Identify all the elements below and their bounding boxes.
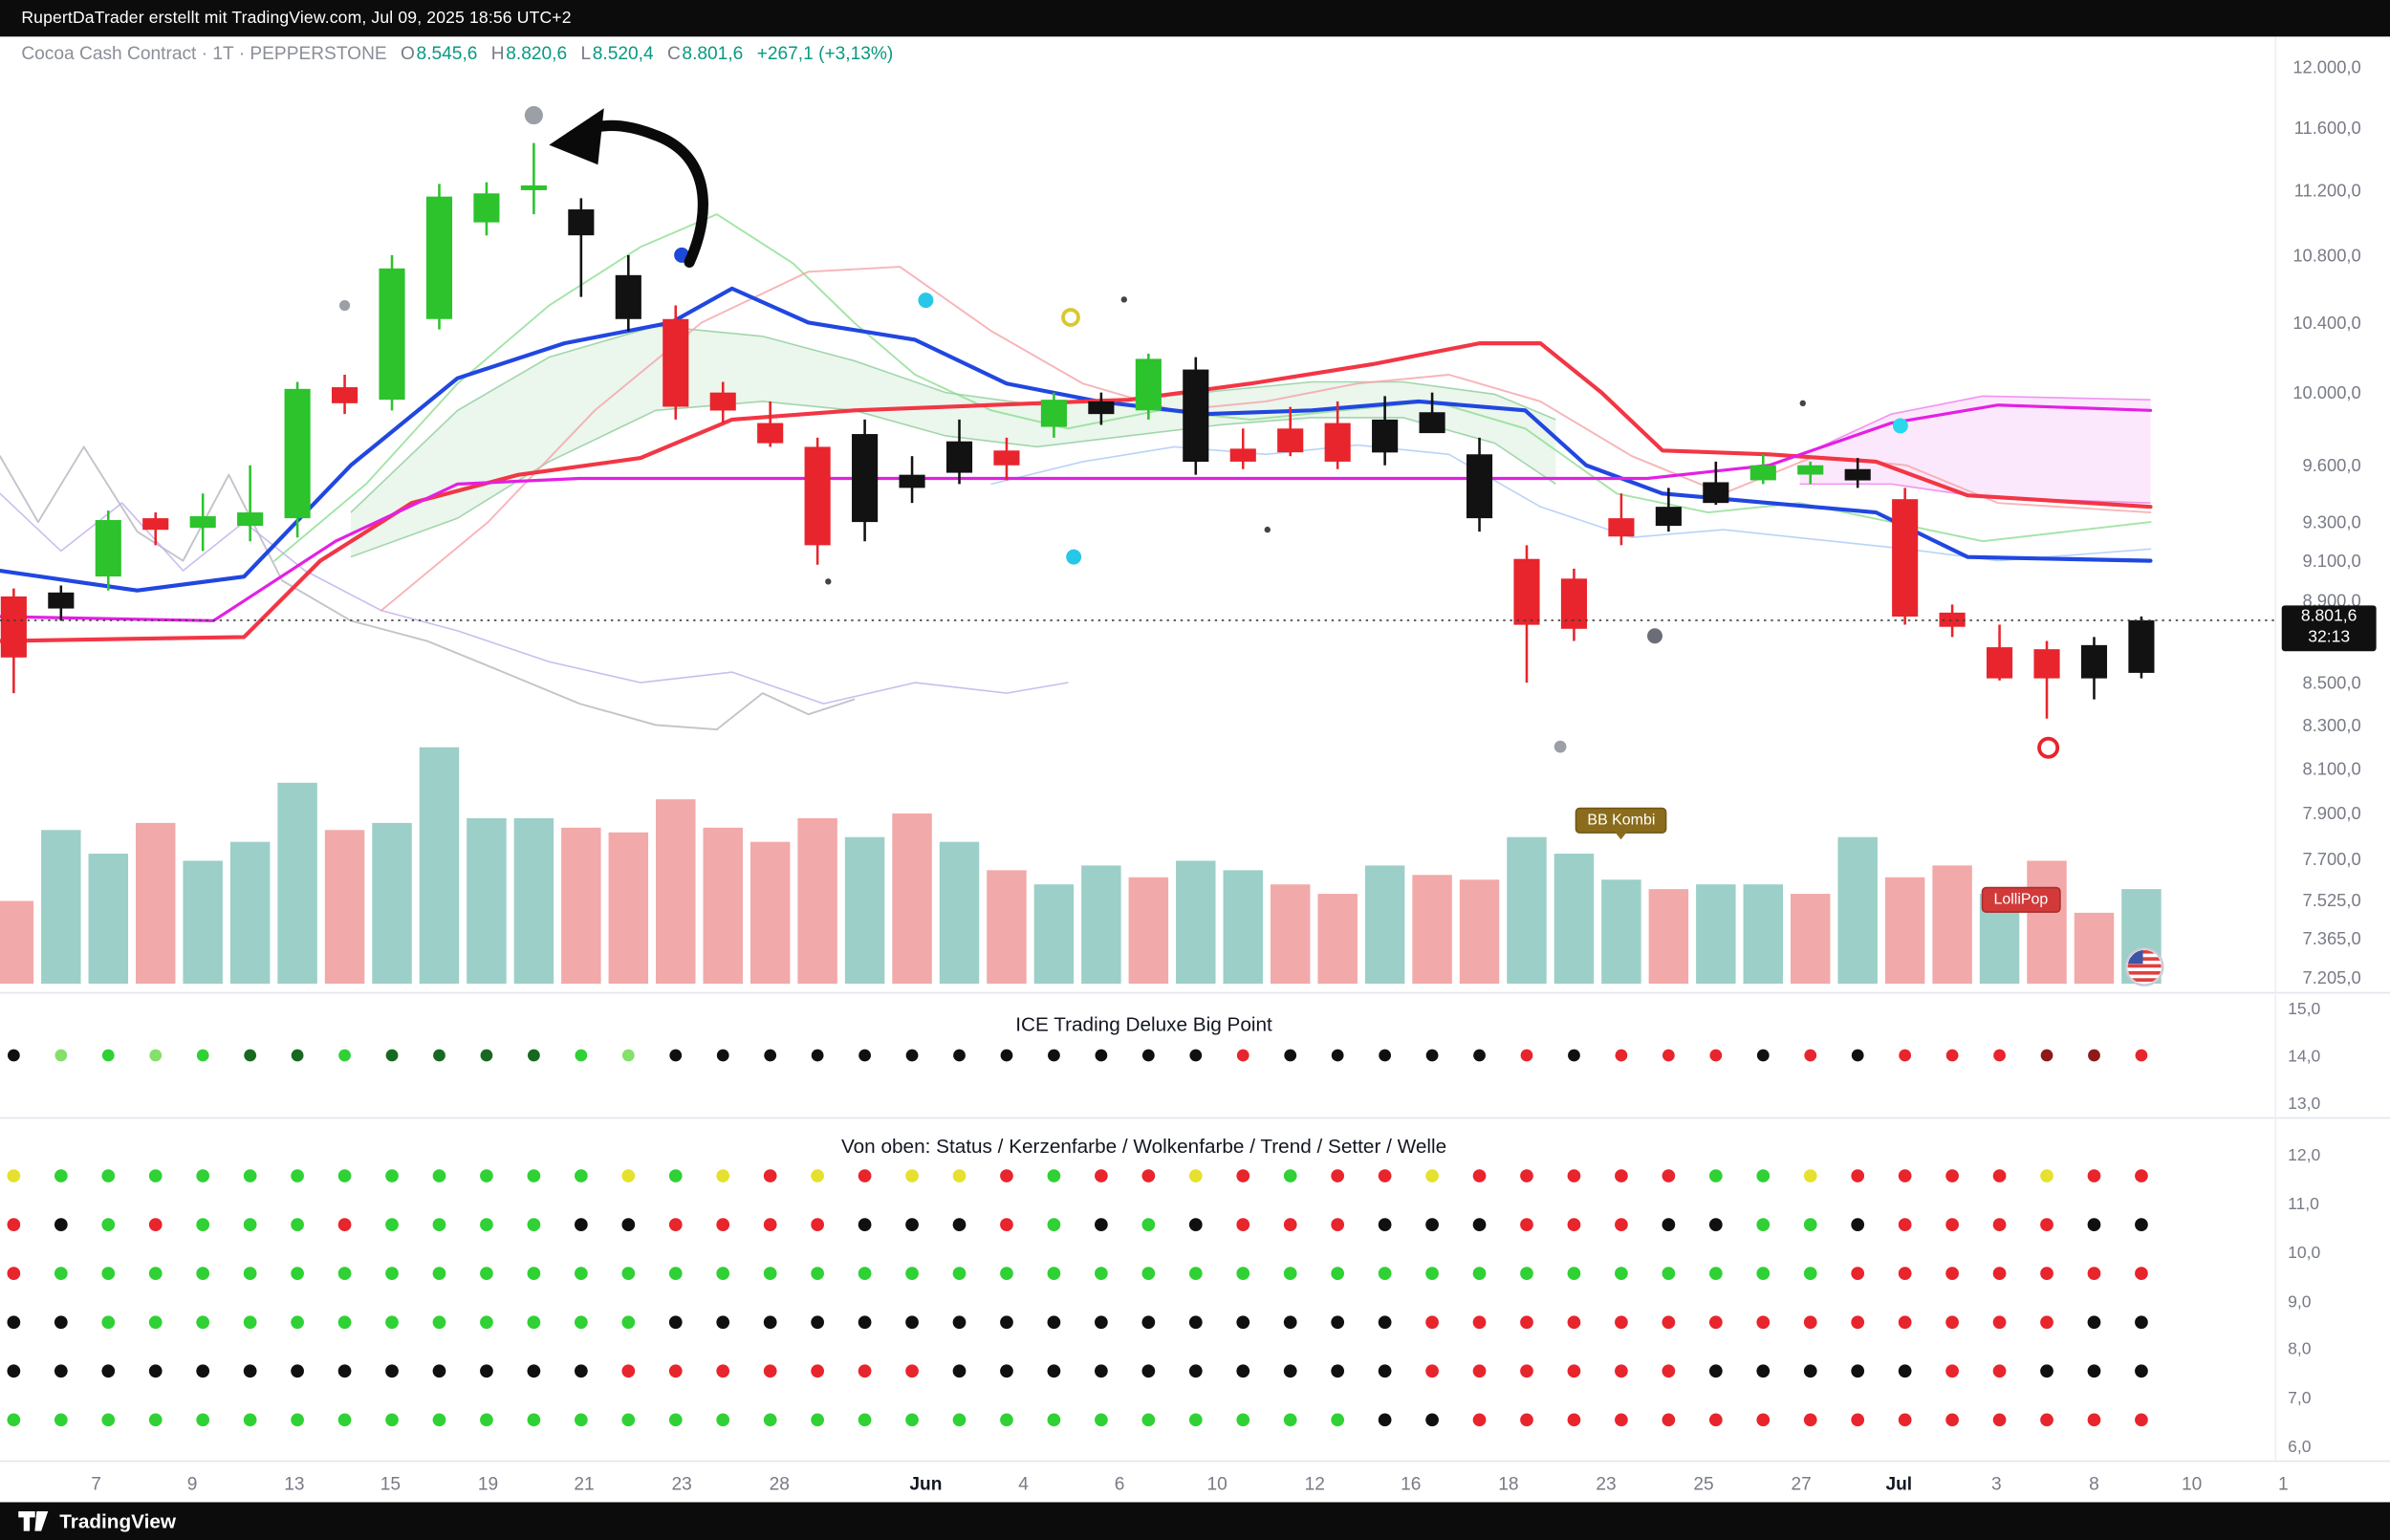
- svg-text:7: 7: [91, 1475, 101, 1495]
- signal-markers: [338, 106, 2164, 987]
- bar-countdown: 32:13: [2308, 628, 2351, 647]
- svg-text:25: 25: [1693, 1475, 1713, 1495]
- volume-bars: [0, 747, 2162, 985]
- svg-text:14,0: 14,0: [2288, 1046, 2320, 1065]
- svg-text:10.800,0: 10.800,0: [2292, 245, 2360, 265]
- svg-text:ICE Trading Deluxe Big Point: ICE Trading Deluxe Big Point: [1015, 1013, 1272, 1035]
- svg-text:11.600,0: 11.600,0: [2294, 118, 2361, 138]
- legend-open: O 8.545,6: [401, 42, 478, 65]
- svg-text:8,0: 8,0: [2288, 1339, 2312, 1358]
- svg-text:9.300,0: 9.300,0: [2303, 511, 2361, 531]
- indicator-panes: ICE Trading Deluxe Big Point Von oben: St…: [7, 1013, 2148, 1427]
- svg-text:13: 13: [284, 1475, 304, 1495]
- svg-text:19: 19: [478, 1475, 498, 1495]
- svg-text:7.900,0: 7.900,0: [2303, 803, 2361, 823]
- current-price-tag: 8.801,6 32:13: [2281, 605, 2377, 652]
- svg-text:16: 16: [1401, 1475, 1421, 1495]
- svg-text:9: 9: [187, 1475, 198, 1495]
- svg-text:12,0: 12,0: [2288, 1145, 2320, 1164]
- svg-text:8: 8: [2089, 1475, 2099, 1495]
- svg-text:7.525,0: 7.525,0: [2303, 890, 2361, 910]
- attribution-bar: RupertDaTrader erstellt mit TradingView.…: [0, 0, 2390, 37]
- pane-separators: [0, 36, 2390, 1463]
- svg-text:Jul: Jul: [1885, 1475, 1912, 1495]
- symbol-title[interactable]: Cocoa Cash Contract · 1T · PEPPERSTONE: [21, 42, 387, 65]
- svg-text:27: 27: [1792, 1475, 1812, 1495]
- lollipop-label[interactable]: LolliPop: [1981, 886, 2061, 913]
- footer-bar: TradingView: [0, 1502, 2390, 1540]
- attribution-text: RupertDaTrader erstellt mit TradingView.…: [21, 9, 572, 28]
- svg-text:13,0: 13,0: [2288, 1094, 2320, 1113]
- ma-lightgreen: [273, 213, 2152, 562]
- svg-text:8.900,0: 8.900,0: [2303, 591, 2361, 611]
- svg-text:11.200,0: 11.200,0: [2294, 180, 2361, 200]
- symbol-legend[interactable]: Cocoa Cash Contract · 1T · PEPPERSTONE O…: [21, 43, 893, 64]
- svg-text:18: 18: [1498, 1475, 1518, 1495]
- svg-text:8.500,0: 8.500,0: [2303, 672, 2361, 692]
- hand-drawn-arrow[interactable]: [549, 108, 708, 268]
- svg-text:6,0: 6,0: [2288, 1437, 2312, 1456]
- cloud-fills: [350, 325, 2151, 558]
- svg-text:10,0: 10,0: [2288, 1243, 2320, 1262]
- svg-text:9.600,0: 9.600,0: [2303, 455, 2361, 475]
- svg-text:3: 3: [1991, 1475, 2002, 1495]
- svg-text:10: 10: [2182, 1475, 2202, 1495]
- svg-text:12.000,0: 12.000,0: [2292, 57, 2360, 77]
- svg-text:21: 21: [574, 1475, 594, 1495]
- svg-text:1: 1: [2278, 1475, 2289, 1495]
- svg-text:15,0: 15,0: [2288, 999, 2320, 1018]
- svg-text:10.000,0: 10.000,0: [2292, 382, 2360, 402]
- svg-text:9.100,0: 9.100,0: [2303, 551, 2361, 571]
- legend-high: H 8.820,6: [490, 42, 568, 65]
- zigzag-lavender: [0, 492, 1069, 705]
- svg-text:7.205,0: 7.205,0: [2303, 967, 2361, 987]
- svg-text:4: 4: [1018, 1475, 1029, 1495]
- svg-text:10: 10: [1206, 1475, 1227, 1495]
- svg-text:9,0: 9,0: [2288, 1291, 2312, 1311]
- bb-kombi-label[interactable]: BB Kombi: [1575, 807, 1668, 840]
- tradingview-brand[interactable]: TradingView: [59, 1509, 177, 1533]
- svg-text:11,0: 11,0: [2288, 1194, 2319, 1213]
- svg-text:6: 6: [1115, 1475, 1125, 1495]
- axes[interactable]: 15,0 14,0 13,0 12,0 11,0 10,0 9,0 8,0 7,0 6,0 12.0…: [91, 57, 2360, 1495]
- svg-text:8.100,0: 8.100,0: [2303, 758, 2361, 778]
- candles: [0, 142, 2155, 719]
- tradingview-logo-icon[interactable]: [18, 1511, 49, 1531]
- svg-text:7.365,0: 7.365,0: [2303, 928, 2361, 948]
- legend-low: L 8.520,4: [580, 42, 654, 65]
- svg-text:7,0: 7,0: [2288, 1388, 2312, 1407]
- svg-text:7.700,0: 7.700,0: [2303, 849, 2361, 869]
- svg-text:Von oben: Status / Kerzenfarbe: Von oben: Status / Kerzenfarbe / Wolkenf…: [841, 1136, 1446, 1158]
- svg-text:23: 23: [1596, 1475, 1616, 1495]
- svg-text:23: 23: [672, 1475, 692, 1495]
- svg-text:12: 12: [1305, 1475, 1325, 1495]
- svg-text:15: 15: [380, 1475, 401, 1495]
- ma-magenta: [0, 403, 2153, 622]
- svg-text:10.400,0: 10.400,0: [2292, 313, 2360, 333]
- us-flag-icon: [2124, 947, 2164, 987]
- svg-text:Jun: Jun: [909, 1475, 942, 1495]
- svg-text:8.300,0: 8.300,0: [2303, 715, 2361, 735]
- legend-close: C 8.801,6: [666, 42, 744, 65]
- current-price-value: 8.801,6: [2300, 607, 2357, 626]
- zigzag-gray: [0, 445, 856, 731]
- svg-text:28: 28: [770, 1475, 790, 1495]
- legend-change: +267,1 (+3,13%): [756, 42, 894, 65]
